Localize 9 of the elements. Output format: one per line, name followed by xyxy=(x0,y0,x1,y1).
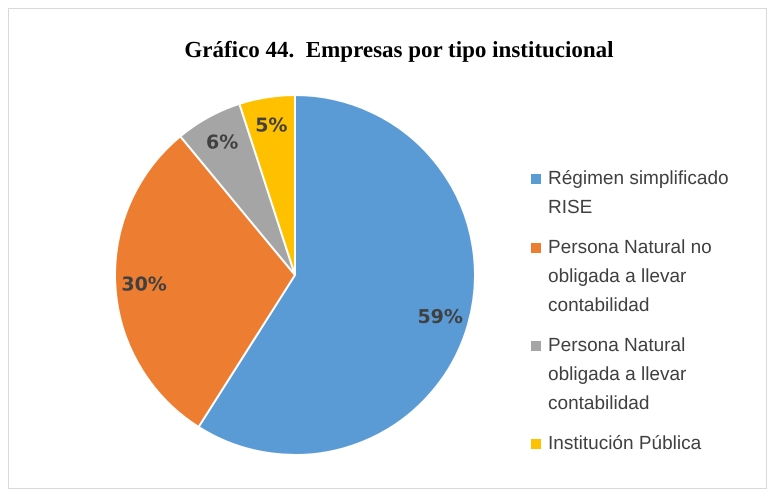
chart-title: Gráfico 44. Empresas por tipo institucional xyxy=(183,37,615,63)
legend-label: Régimen simplificado RISE xyxy=(548,167,730,220)
legend-label: Institución Pública xyxy=(548,432,702,456)
legend-label: Persona Natural obligada a llevar contabilidad xyxy=(548,334,688,416)
data-label: 6% xyxy=(206,132,238,154)
legend-label: Persona Natural no obligada a llevar contabilidad xyxy=(548,236,713,318)
data-label: 30% xyxy=(121,273,167,296)
data-label: 5% xyxy=(255,114,288,137)
data-label: 59% xyxy=(417,306,463,328)
